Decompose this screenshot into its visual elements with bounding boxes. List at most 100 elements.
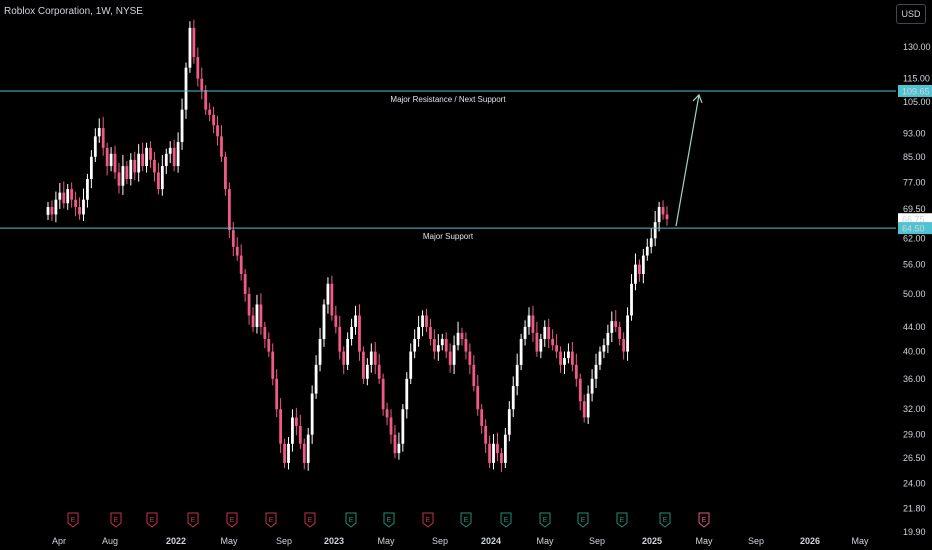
candle-body: [314, 364, 318, 394]
candle: [224, 151, 227, 196]
svg-text:E: E: [426, 517, 431, 524]
candle: [283, 438, 286, 469]
candle: [54, 191, 58, 223]
horizontal-levels: Major Resistance / Next Support Major Sup…: [0, 90, 896, 241]
candle: [448, 343, 452, 373]
candle: [58, 182, 62, 209]
candle-body: [551, 338, 555, 346]
candle-body: [665, 214, 669, 220]
candle-body: [129, 159, 133, 179]
candle-body: [160, 166, 164, 190]
candle-body: [283, 443, 286, 463]
x-tick-label: Sep: [276, 536, 292, 546]
candle: [377, 353, 381, 385]
candle-body: [373, 351, 377, 365]
candle: [401, 404, 405, 452]
level-label: Major Support: [423, 232, 474, 241]
candle: [247, 287, 251, 325]
candle: [630, 274, 633, 321]
candle: [381, 373, 385, 416]
candle: [204, 85, 208, 115]
candle: [535, 321, 539, 357]
candle: [346, 332, 350, 371]
y-tick-label: 69.50: [903, 204, 926, 214]
candle-body: [468, 351, 472, 365]
candle: [176, 132, 180, 173]
candle-body: [421, 315, 424, 327]
candle-body: [507, 409, 511, 435]
candle-body: [212, 114, 215, 126]
candle: [97, 118, 101, 143]
candle: [342, 346, 346, 375]
candle-body: [641, 255, 645, 275]
candle-body: [594, 364, 598, 379]
candlestick-series: [46, 19, 669, 473]
candle: [322, 299, 326, 347]
candle: [626, 307, 629, 361]
currency-button[interactable]: USD: [896, 4, 926, 24]
x-tick-label: May: [695, 536, 713, 546]
candle: [251, 307, 255, 333]
candle-body: [472, 364, 476, 387]
y-tick-label: 32.00: [903, 404, 926, 414]
candle-body: [172, 147, 176, 167]
candle-body: [436, 345, 440, 352]
candle: [405, 372, 409, 419]
candle-body: [322, 304, 326, 339]
y-tick-label: 19.90: [903, 527, 926, 537]
y-tick-label: 93.00: [903, 129, 926, 139]
candle-body: [184, 67, 188, 110]
projection-arrow: [675, 93, 703, 227]
earnings-icon: E: [304, 512, 316, 528]
candle-body: [247, 293, 251, 316]
earnings-icon: E: [698, 512, 710, 528]
candle: [657, 201, 661, 232]
candle-body: [109, 153, 113, 167]
candle-body: [216, 125, 219, 137]
candle: [523, 320, 527, 346]
arrow-shaft: [675, 94, 700, 227]
candle: [582, 394, 586, 423]
candle: [440, 333, 444, 351]
earnings-icon: E: [383, 512, 395, 528]
earnings-icon: E: [659, 512, 671, 528]
candle: [421, 310, 424, 337]
candle-body: [298, 425, 302, 444]
candle-body: [113, 153, 117, 173]
candle-body: [365, 364, 369, 379]
candle: [369, 343, 373, 373]
candle: [602, 338, 606, 359]
candle: [334, 305, 338, 334]
candle-body: [393, 434, 397, 454]
candle: [50, 200, 54, 221]
candle-body: [133, 159, 137, 173]
y-tick-label: 44.00: [903, 322, 926, 332]
candle: [555, 334, 559, 359]
candle: [456, 321, 460, 351]
candle: [109, 147, 113, 172]
candle-body: [101, 128, 105, 148]
candle-body: [271, 351, 275, 379]
candle: [460, 327, 464, 346]
candle-body: [346, 338, 350, 365]
candle: [287, 437, 290, 470]
candle-body: [476, 386, 480, 410]
candle-body: [440, 338, 444, 346]
earnings-icon: E: [539, 512, 551, 528]
candle-body: [231, 230, 235, 247]
candle: [531, 305, 535, 343]
candle: [393, 425, 397, 459]
candle-body: [567, 351, 570, 359]
candle-body: [192, 27, 196, 58]
x-axis: Apr Aug 2022 May Sep 2023 May Sep 2024 May Sep 2025…: [52, 536, 869, 546]
y-tick-label: 130.00: [903, 42, 931, 52]
candle: [350, 318, 353, 346]
y-tick-label: 40.00: [903, 347, 926, 357]
candle-body: [294, 417, 298, 426]
candle: [362, 346, 365, 385]
candle-body: [519, 338, 523, 365]
candle-body: [153, 159, 156, 173]
candle-body: [500, 453, 503, 463]
